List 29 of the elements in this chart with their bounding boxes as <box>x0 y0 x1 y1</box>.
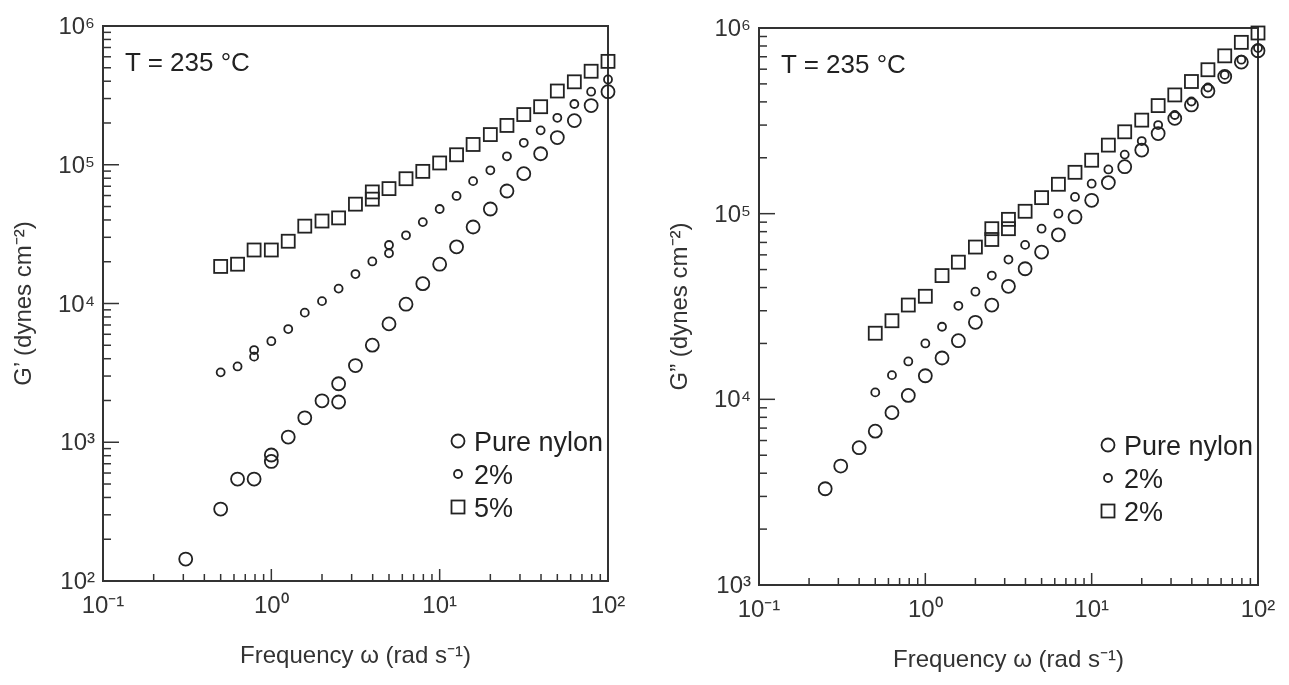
x-axis-title: Frequency ω (rad s⁻¹) <box>240 641 471 668</box>
legend-label: 2% <box>1124 497 1164 527</box>
x-tick-label: 10⁻¹ <box>737 595 781 622</box>
x-tick-label: 10⁻¹ <box>81 591 125 618</box>
y-tick-label: 10⁴ <box>57 289 95 317</box>
y-axis-title: G’ (dynes cm⁻²) <box>9 221 36 386</box>
y-tick-label: 10³ <box>60 428 96 456</box>
x-axis-title: Frequency ω (rad s⁻¹) <box>893 645 1124 672</box>
legend-label: 2% <box>1124 464 1164 494</box>
legend-label: Pure nylon <box>1124 431 1254 461</box>
x-tick-label: 10¹ <box>422 591 458 618</box>
annotation: T = 235 °C <box>125 47 250 77</box>
legend-label: 2% <box>474 460 514 490</box>
x-tick-label: 10⁰ <box>253 591 289 618</box>
y-tick-label: 10⁵ <box>58 150 95 178</box>
x-tick-label: 10⁰ <box>907 595 943 622</box>
y-tick-label: 10⁶ <box>58 12 95 39</box>
x-tick-label: 10¹ <box>1074 595 1110 622</box>
y-tick-label: 10² <box>60 567 96 594</box>
y-tick-label: 10³ <box>716 571 752 598</box>
legend-label: Pure nylon <box>474 427 604 457</box>
legend-label: 5% <box>474 493 514 523</box>
y-tick-label: 10⁵ <box>714 199 751 227</box>
y-axis-title: G” (dynes cm⁻²) <box>665 222 692 391</box>
y-tick-label: 10⁶ <box>714 14 751 41</box>
x-tick-label: 10² <box>1240 595 1276 622</box>
annotation: T = 235 °C <box>781 49 906 79</box>
x-tick-label: 10² <box>590 591 626 618</box>
y-tick-label: 10⁴ <box>713 385 751 413</box>
